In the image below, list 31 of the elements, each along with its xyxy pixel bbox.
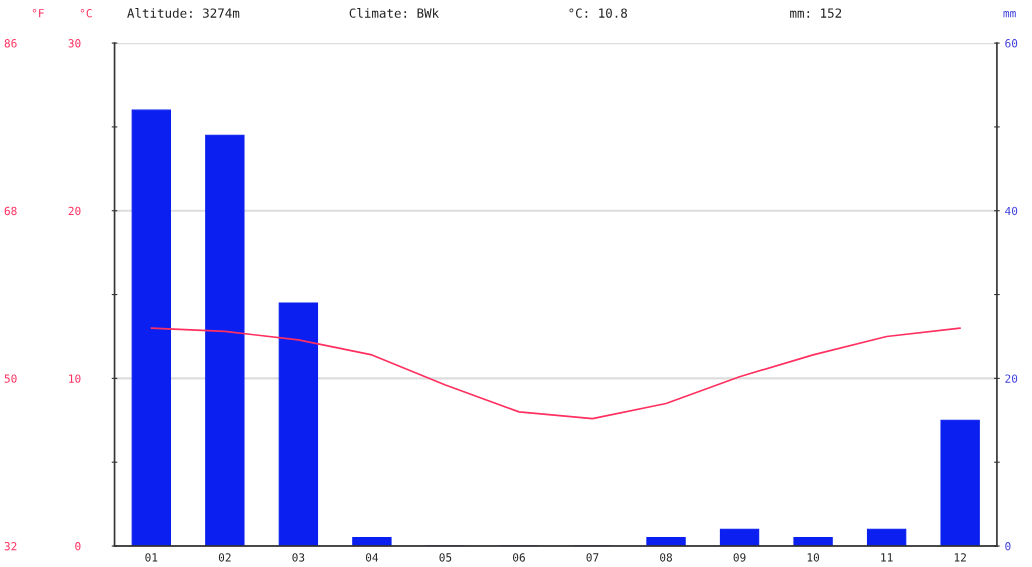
y-tick-label: 20 (68, 206, 81, 216)
x-tick-label: 02 (218, 553, 231, 562)
x-tick-label: 09 (733, 553, 746, 562)
x-tick-label: 06 (513, 553, 525, 562)
x-tick-label: 04 (365, 553, 379, 562)
y2-tick-label: 40 (1005, 206, 1018, 216)
y3-axis-title: °F (32, 9, 44, 18)
x-tick-label: 03 (292, 553, 305, 562)
y2-tick-label: 20 (1005, 374, 1018, 383)
y2-axis-title: mm (1003, 11, 1016, 18)
y-tick-label: 0 (75, 542, 81, 551)
x-tick-label: 01 (145, 553, 158, 562)
x-tick-label: 07 (586, 553, 599, 562)
text: Altitude: 3274m (127, 8, 240, 18)
x-tick-label: 05 (439, 553, 452, 562)
y-axis-title: °C (80, 9, 92, 18)
x-tick-label: 11 (881, 553, 893, 562)
y-tick-label: 30 (68, 39, 81, 48)
y-tick-label: 10 (69, 374, 81, 383)
text: Climate: BWk (349, 8, 439, 18)
y3-tick-label: 50 (4, 374, 17, 383)
x-tick-label: 10 (807, 553, 820, 562)
x-tick-label: 08 (660, 553, 673, 562)
y3-tick-label: 86 (4, 39, 17, 48)
text: °C: 10.8 (569, 8, 628, 18)
text: mm: 152 (790, 8, 842, 18)
y2-tick-label: 0 (1005, 542, 1011, 551)
y3-tick-label: 68 (4, 206, 17, 216)
x-tick-label: 12 (954, 553, 966, 562)
y3-tick-label: 32 (4, 542, 17, 551)
y2-tick-label: 60 (1005, 39, 1018, 48)
